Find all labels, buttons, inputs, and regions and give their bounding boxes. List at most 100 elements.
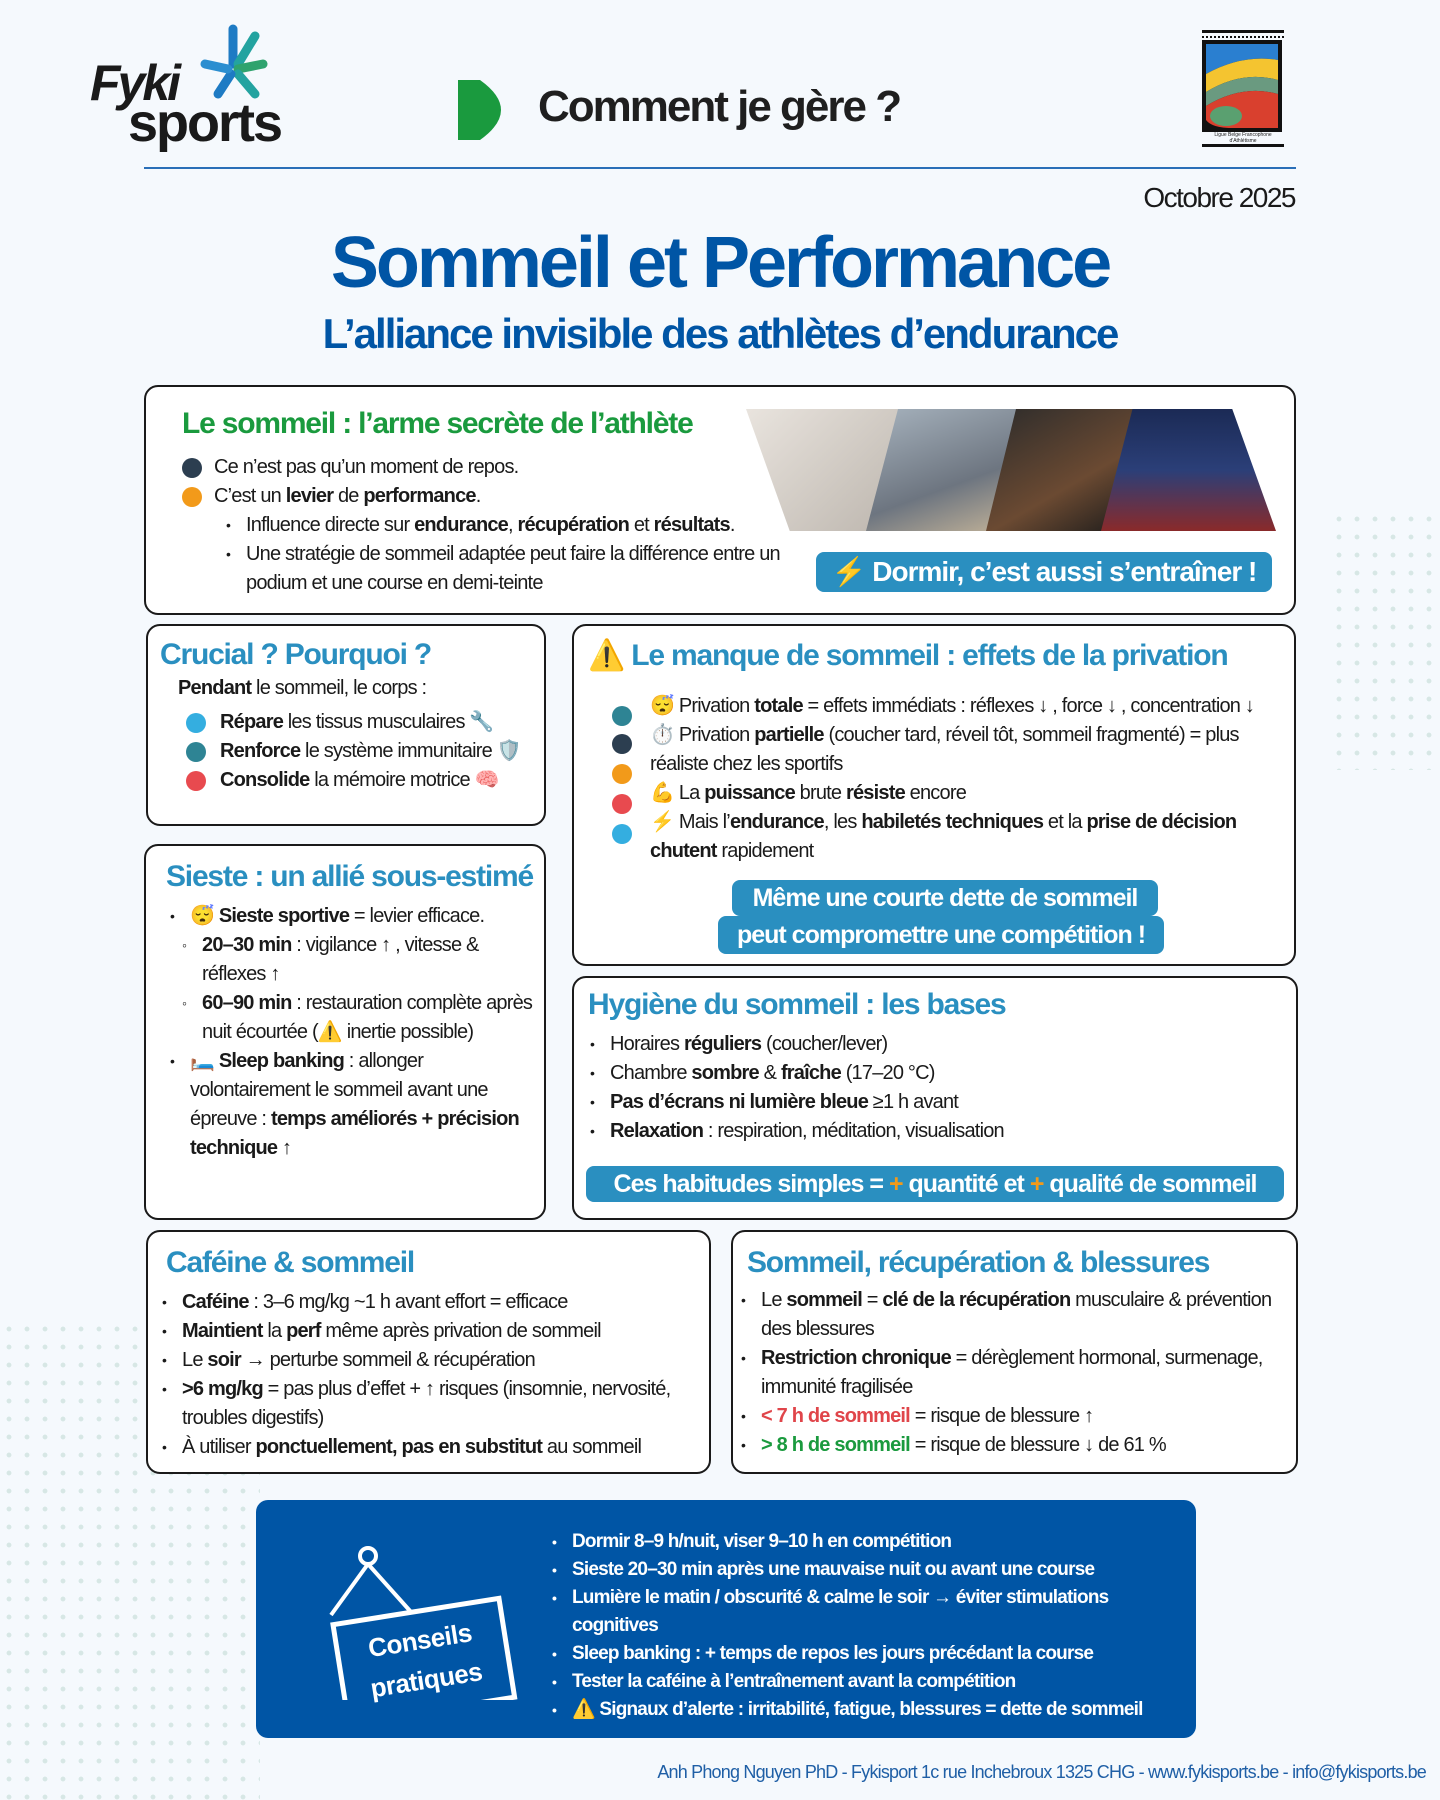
text-segment: quantité et: [902, 1170, 1030, 1198]
text-segment: : respiration, méditation, visualisation: [703, 1120, 1005, 1142]
text-line: Pendant le sommeil, le corps :: [178, 674, 427, 703]
text-segment: habiletés techniques: [861, 811, 1044, 833]
text-segment: Sleep banking: [218, 1050, 345, 1072]
website-link[interactable]: www.fykisports.be: [1148, 1762, 1279, 1782]
text-segment: ⚠️ Signaux d’alerte : irritabilité, fati…: [572, 1699, 1143, 1720]
section-title: Sommeil, récupération & blessures: [747, 1246, 1210, 1279]
text-line: Restriction chronique = dérèglement horm…: [737, 1344, 1292, 1402]
text-segment: brute: [794, 782, 846, 804]
text-segment: encore: [904, 782, 967, 804]
text-segment: .: [475, 485, 482, 507]
text-segment: Lumière le matin / obscurité & calme le …: [572, 1587, 1109, 1636]
text-segment: puissance: [704, 782, 795, 804]
text-line: Horaires réguliers (coucher/lever): [586, 1030, 1004, 1059]
bullet-dot: [186, 741, 206, 762]
text-line: ⚡ Mais l’endurance, les habiletés techni…: [650, 808, 1290, 866]
text-segment: = risque de blessure ↑: [909, 1405, 1094, 1427]
text-line: 😴 Privation totale = effets immédiats : …: [650, 692, 1290, 721]
text-line: 🛏️ Sleep banking : allonger volontaireme…: [166, 1047, 536, 1163]
crucial-list: Répare les tissus musculaires 🔧 Renforce…: [186, 708, 522, 795]
text-segment: = levier efficace.: [349, 905, 485, 927]
text-segment: Répare: [220, 711, 284, 733]
text-segment: .: [729, 514, 736, 536]
decorative-dots: [1330, 510, 1440, 770]
text-segment: le sommeil, le corps :: [251, 677, 427, 699]
text-segment: C’est un: [214, 485, 286, 507]
bullet-dot: [182, 457, 202, 478]
page-title: Sommeil et Performance: [330, 223, 1112, 303]
text-segment: résultats: [653, 514, 731, 536]
text-segment: et: [629, 514, 654, 536]
text-segment: ,: [508, 514, 518, 536]
text-line: Renforce le système immunitaire 🛡️: [220, 740, 522, 762]
partner-logo-text: Ligue Belge Francophone d'Athlétisme: [1202, 132, 1284, 147]
text-segment: = risque de blessure ↓ de 61 %: [909, 1434, 1167, 1456]
text-segment: chutent: [650, 840, 717, 862]
text-line: Influence directe sur endurance, récupér…: [222, 511, 802, 540]
text-segment: endurance: [414, 514, 509, 536]
text-line: Caféine : 3–6 mg/kg ~1 h avant effort = …: [158, 1288, 708, 1317]
fykisports-logo: Fyki sports: [88, 24, 298, 154]
text-line: ⏱️ Privation partielle (coucher tard, ré…: [650, 721, 1290, 779]
bullet-dot: [186, 770, 206, 791]
text-segment: =: [861, 1289, 883, 1311]
text-segment: Pendant: [178, 677, 252, 699]
text-segment: ⚡ Mais l’: [650, 811, 731, 833]
bullet-dot: [182, 486, 202, 507]
text-line: >6 mg/kg = pas plus d’effet + ↑ risques …: [158, 1375, 708, 1433]
partner-logo: Ligue Belge Francophone d'Athlétisme: [1202, 30, 1284, 147]
text-line: Répare les tissus musculaires 🔧: [220, 711, 494, 733]
brand-top: Fyki: [90, 55, 181, 111]
section-title: Caféine & sommeil: [166, 1246, 415, 1279]
text-segment: 😴: [190, 905, 219, 927]
text-segment: 😴 Privation: [650, 695, 755, 717]
text-segment: Maintient: [182, 1320, 263, 1342]
text-segment: endurance: [729, 811, 825, 833]
tips-list: Dormir 8–9 h/nuit, viser 9–10 h en compé…: [548, 1528, 1168, 1724]
injury-list: Le sommeil = clé de la récupération musc…: [737, 1286, 1292, 1460]
text-line: Sieste 20–30 min après une mauvaise nuit…: [548, 1556, 1168, 1584]
text-line: Dormir 8–9 h/nuit, viser 9–10 h en compé…: [548, 1528, 1168, 1556]
section-title: Sieste : un allié sous-estimé: [166, 860, 534, 893]
text-segment: &: [758, 1062, 781, 1084]
text-segment: Sieste 20–30 min après une mauvaise nuit…: [572, 1559, 1095, 1580]
text-segment: fraîche: [780, 1062, 842, 1084]
text-segment: performance: [363, 485, 476, 507]
text-segment: Dormir 8–9 h/nuit, viser 9–10 h en compé…: [572, 1531, 952, 1552]
text-line: Le soir → perturbe sommeil & récupératio…: [158, 1346, 708, 1375]
text-segment: totale: [754, 695, 803, 717]
text-segment: Influence directe sur: [246, 514, 415, 536]
nap-list: 😴 Sieste sportive = levier efficace. 20–…: [166, 902, 536, 1163]
text-line: < 7 h de sommeil = risque de blessure ↑: [737, 1402, 1292, 1431]
text-segment: : vigilance ↑ , vitesse & réflexes ↑: [202, 934, 479, 985]
double-play-icon: [458, 80, 501, 140]
hanging-sign-icon: [329, 1546, 518, 1700]
intro-callout: ⚡ Dormir, c’est aussi s’entraîner !: [816, 552, 1272, 592]
text-segment: levier: [285, 485, 334, 507]
text-segment: (coucher/lever): [761, 1033, 888, 1055]
text-segment: récupération: [517, 514, 630, 536]
text-segment: ≥1 h avant: [868, 1091, 959, 1113]
text-segment: Le: [761, 1289, 787, 1311]
text-line: Sleep banking : + temps de repos les jou…: [548, 1640, 1168, 1668]
text-segment: la mémoire motrice 🧠: [309, 769, 499, 791]
caffeine-section: Caféine & sommeil Caféine : 3–6 mg/kg ~1…: [146, 1230, 711, 1474]
intro-list: Ce n’est pas qu’un moment de repos. C’es…: [182, 453, 962, 598]
text-line: 😴 Sieste sportive = levier efficace.: [166, 902, 536, 931]
text-segment: : restauration complète après nuit écour…: [202, 992, 533, 1043]
email-link[interactable]: info@fykisports.be: [1292, 1762, 1427, 1782]
text-segment: rapidement: [716, 840, 814, 862]
text-segment: Consolide: [220, 769, 310, 791]
deprivation-list: 😴 Privation totale = effets immédiats : …: [650, 692, 1290, 866]
text-segment: temps améliorés + précision technique ↑: [190, 1108, 520, 1159]
text-segment: sombre: [691, 1062, 759, 1084]
text-segment: 20–30 min: [202, 934, 292, 956]
text-segment: Chambre: [610, 1062, 692, 1084]
footer-address: Anh Phong Nguyen PhD - Fykisport 1c rue …: [657, 1762, 1148, 1782]
text-segment: → perturbe sommeil & récupération: [240, 1349, 536, 1371]
text-segment: sommeil: [786, 1289, 862, 1311]
text-segment: le système immunitaire 🛡️: [300, 740, 522, 762]
text-segment: 💪 La: [650, 782, 705, 804]
text-segment: À utiliser: [182, 1436, 256, 1458]
text-segment: > 8 h de sommeil: [761, 1434, 911, 1456]
